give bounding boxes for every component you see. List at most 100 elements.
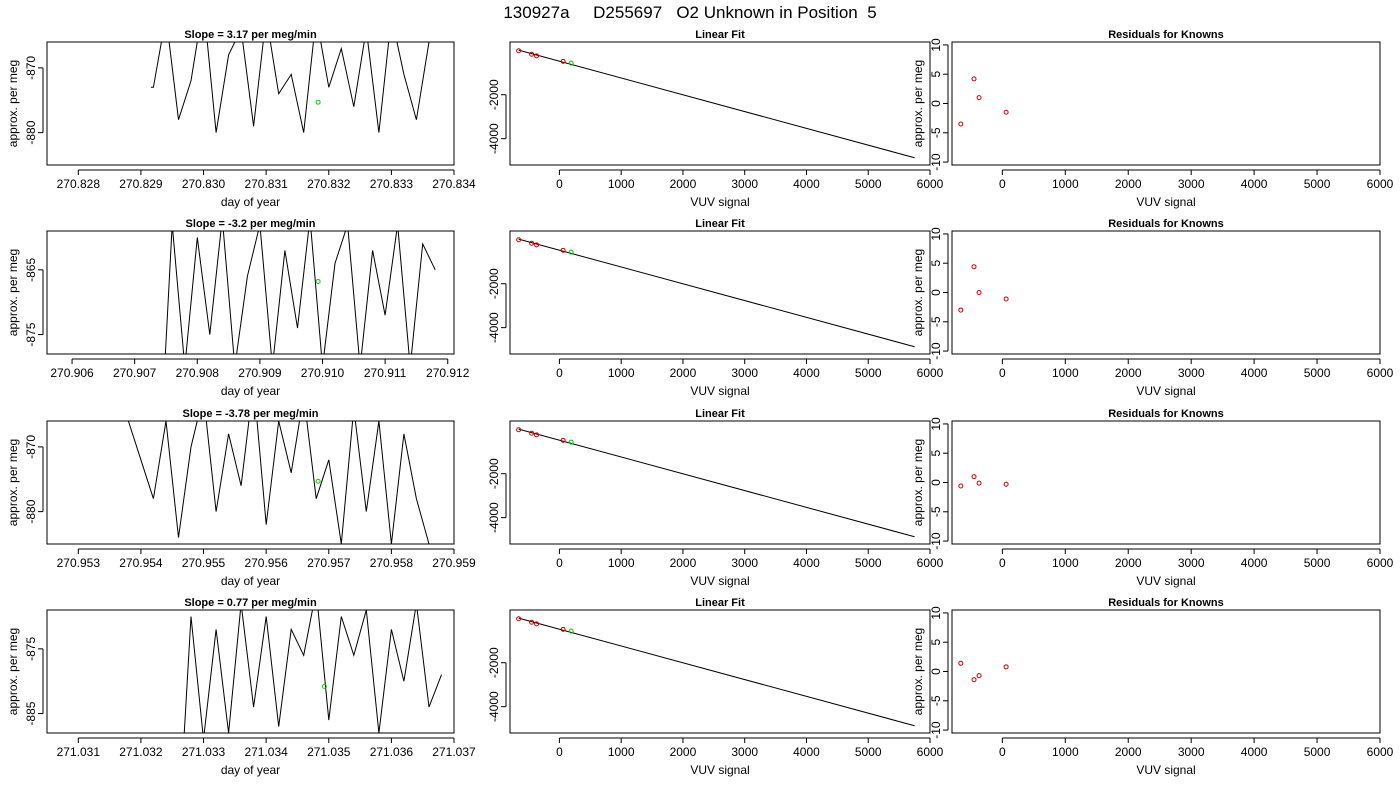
series-line [150, 42, 430, 133]
x-tick-label: 3000 [731, 556, 758, 570]
x-axis-label: day of year [221, 574, 280, 588]
plot-area [516, 427, 915, 538]
x-tick-label: 2000 [670, 366, 697, 380]
x-tick-label: 2000 [1115, 177, 1142, 191]
x-tick-label: 1000 [1052, 745, 1079, 759]
x-axis-label: VUV signal [1136, 384, 1195, 398]
x-tick-label: 270.959 [432, 556, 476, 570]
x-tick-label: 2000 [1115, 745, 1142, 759]
x-axis-label: day of year [221, 384, 280, 398]
y-axis-label: approx. per meg [911, 439, 925, 526]
panel-title: Slope = 0.77 per meg/min [184, 597, 317, 609]
residuals-panel-1: Residuals for Knowns 0 1000 2000 3000 4000 500… [911, 29, 1394, 209]
plot-area [958, 660, 1009, 683]
residual-point [958, 660, 964, 666]
y-tick-label: -870 [24, 56, 38, 80]
x-tick-label: 0 [556, 366, 563, 380]
plot-area [958, 76, 1009, 127]
fit-line [518, 238, 915, 348]
x-axis-label: VUV signal [690, 384, 749, 398]
x-tick-label: 6000 [1367, 745, 1394, 759]
x-tick-label: 0 [999, 556, 1006, 570]
unknown-point [321, 683, 327, 689]
x-tick-label: 5000 [855, 745, 882, 759]
x-tick-label: 6000 [1367, 366, 1394, 380]
x-tick-label: 4000 [793, 556, 820, 570]
panel-title: Residuals for Knowns [1108, 218, 1224, 230]
y-tick-label: -875 [24, 322, 38, 346]
figure-title: 130927a D255697 O2 Unknown in Position 5 [503, 3, 876, 22]
x-tick-label: 1000 [1052, 366, 1079, 380]
y-tick-label: -4000 [487, 691, 501, 722]
plot-frame [951, 420, 1381, 545]
residual-point [1003, 481, 1009, 487]
known-point [516, 48, 522, 54]
x-tick-label: 6000 [1367, 556, 1394, 570]
x-tick-label: 0 [999, 745, 1006, 759]
fit-line [518, 49, 915, 159]
x-tick-label: 270.909 [238, 366, 282, 380]
x-tick-label: 1000 [608, 177, 635, 191]
residual-point [971, 474, 977, 480]
unknown-point [315, 478, 321, 484]
x-tick-label: 270.834 [432, 177, 476, 191]
fit-line [518, 617, 915, 727]
x-tick-label: 4000 [793, 366, 820, 380]
fit-panel-3: Linear Fit 0 1000 2000 3000 4000 5000 6000 VUV s… [487, 408, 944, 588]
panel-title: Linear Fit [695, 597, 745, 609]
plot-area [150, 42, 430, 133]
known-point [534, 432, 540, 438]
y-tick-label: 10 [929, 417, 943, 431]
y-axis-label: approx. per meg [911, 60, 925, 147]
y-axis-label: approx. per meg [6, 60, 20, 147]
y-tick-label: -880 [24, 120, 38, 144]
y-axis-label: approx. per meg [6, 628, 20, 715]
y-tick-label: 5 [929, 260, 943, 267]
x-tick-label: 5000 [1304, 745, 1331, 759]
x-tick-label: 2000 [1115, 366, 1142, 380]
x-tick-label: 270.911 [364, 366, 407, 380]
plot-area [958, 264, 1009, 313]
x-tick-label: 2000 [1115, 556, 1142, 570]
x-tick-label: 271.034 [244, 745, 288, 759]
x-tick-label: 270.830 [182, 177, 226, 191]
y-tick-label: 5 [929, 639, 943, 646]
y-axis-label: approx. per meg [911, 249, 925, 336]
x-tick-label: 270.912 [426, 366, 470, 380]
x-tick-label: 5000 [855, 177, 882, 191]
x-tick-label: 3000 [731, 745, 758, 759]
series-line [109, 421, 442, 544]
panel-title: Linear Fit [695, 408, 745, 420]
x-axis-label: VUV signal [1136, 195, 1195, 209]
x-tick-label: 5000 [1304, 556, 1331, 570]
x-tick-label: 2000 [670, 556, 697, 570]
panel-title: Residuals for Knowns [1108, 29, 1224, 41]
x-tick-label: 4000 [1241, 556, 1268, 570]
x-tick-label: 270.828 [57, 177, 101, 191]
x-tick-label: 271.037 [432, 745, 476, 759]
fit-line [518, 428, 915, 538]
x-axis-label: VUV signal [690, 574, 749, 588]
x-tick-label: 6000 [917, 745, 944, 759]
x-tick-label: 0 [556, 556, 563, 570]
y-tick-label: -2000 [487, 268, 501, 299]
plot-area [516, 237, 915, 348]
panel-title: Slope = 3.17 per meg/min [184, 29, 317, 41]
y-tick-label: 10 [929, 606, 943, 620]
y-tick-label: -865 [24, 258, 38, 282]
x-tick-label: 6000 [917, 556, 944, 570]
x-tick-label: 270.907 [113, 366, 157, 380]
residual-point [976, 480, 982, 486]
x-tick-label: 270.829 [119, 177, 163, 191]
y-tick-label: -4000 [487, 502, 501, 533]
x-tick-label: 0 [999, 177, 1006, 191]
residuals-panel-3: Residuals for Knowns 0 1000 2000 3000 4000 500… [911, 408, 1394, 588]
y-axis-label: approx. per meg [6, 439, 20, 526]
residual-point [976, 290, 982, 295]
plot-area [958, 474, 1009, 489]
y-tick-label: 5 [929, 450, 943, 457]
x-tick-label: 4000 [793, 177, 820, 191]
x-tick-label: 3000 [1178, 745, 1205, 759]
timeseries-panel-4: Slope = 0.77 per meg/min 271.031 271.032 27… [6, 597, 476, 777]
x-tick-label: 1000 [608, 366, 635, 380]
